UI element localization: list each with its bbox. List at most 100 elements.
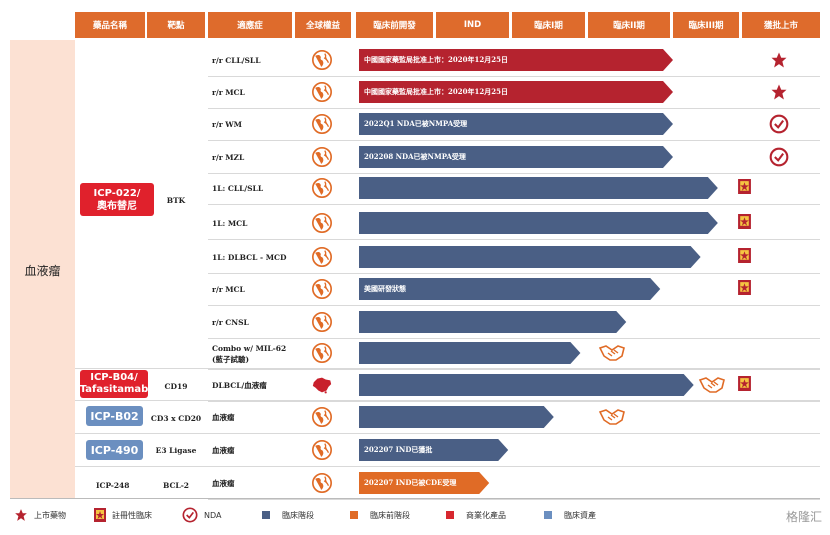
legend-registrational-label: 註冊性臨床 [112, 510, 152, 520]
indication-label: r/r CNSL [212, 318, 249, 327]
indication-label: 1L: DLBCL - MCD [212, 253, 287, 262]
row-divider [208, 369, 820, 370]
header-ind: IND [436, 12, 509, 38]
row-divider [208, 466, 820, 467]
row-divider [208, 499, 820, 500]
globe-icon [312, 50, 332, 70]
check-circle-icon [769, 147, 789, 167]
globe-icon [312, 213, 332, 233]
row-divider [208, 305, 820, 306]
legend-clinical-label: 臨床階段 [282, 510, 314, 520]
legend-commercial-label: 商業化產品 [466, 510, 506, 520]
pipeline-bar [359, 439, 509, 461]
flag-icon [738, 376, 751, 391]
legend-preclinical: 臨床前階段 [350, 504, 410, 526]
flag-icon [738, 214, 751, 229]
pipeline-bar [359, 472, 490, 494]
category-label: 血液瘤 [24, 264, 61, 278]
row-divider [208, 173, 820, 174]
row-divider [208, 401, 820, 402]
indication-label: r/r CLL/SLL [212, 56, 261, 65]
row-divider [208, 239, 820, 240]
indication-label: DLBCL/血液瘤 [212, 381, 267, 390]
clinical-swatch [262, 511, 270, 519]
globe-icon [312, 473, 332, 493]
indication-label: 血液瘤 [212, 479, 235, 488]
header-preclinical: 臨床前開發 [356, 12, 433, 38]
bar-label: 中國國家藥監局批准上市：2020年12月25日 [364, 87, 508, 96]
header-phase1: 臨床I期 [512, 12, 585, 38]
globe-icon [312, 343, 332, 363]
pipeline-bar [359, 278, 661, 300]
bar-label: 202207 IND已獲批 [364, 445, 433, 454]
globe-icon [312, 82, 332, 102]
globe-icon [312, 312, 332, 332]
globe-icon [312, 247, 332, 267]
header-phase2: 臨床II期 [588, 12, 670, 38]
legend-asset: 臨床資產 [544, 504, 596, 526]
indication-label: r/r WM [212, 120, 242, 129]
row-divider [208, 140, 820, 141]
indication-label: 1L: CLL/SLL [212, 184, 264, 193]
globe-icon [312, 147, 332, 167]
category-band [10, 40, 75, 498]
bar-label: 2022Q1 NDA已被NMPA受理 [364, 119, 468, 128]
row-divider [208, 273, 820, 274]
row-divider [208, 433, 820, 434]
target-btk: BTK [166, 196, 186, 205]
watermark: 格隆汇 [785, 510, 822, 524]
legend-nda: NDA [182, 504, 221, 526]
header-rights: 全球權益 [295, 12, 351, 38]
pipeline-bar [359, 146, 673, 168]
legend-clinical: 臨床階段 [262, 504, 314, 526]
drug-icp490: ICP-490 [86, 440, 143, 460]
pipeline-bar [359, 311, 627, 333]
handshake-icon [598, 409, 625, 425]
asset-swatch [544, 511, 552, 519]
row-divider [208, 108, 820, 109]
globe-icon [312, 114, 332, 134]
indication-label: r/r MCL [212, 285, 245, 294]
indication-label: 血液瘤 [212, 413, 235, 422]
drug-icp248: ICP-248 [96, 481, 130, 490]
legend-listed-label: 上市藥物 [34, 510, 66, 520]
handshake-icon [598, 345, 625, 361]
drug-icpb02: ICP-B02 [86, 406, 143, 426]
legend-registrational: 註冊性臨床 [94, 504, 152, 526]
legend-preclinical-label: 臨床前階段 [370, 510, 410, 520]
globe-icon [312, 178, 332, 198]
pipeline-bar [359, 49, 673, 71]
bar-label: 202207 IND已被CDE受理 [364, 478, 457, 487]
check-circle-icon [769, 114, 789, 134]
flag-icon [738, 248, 751, 263]
preclinical-swatch [350, 511, 358, 519]
legend-asset-label: 臨床資產 [564, 510, 596, 520]
header-indication: 適應症 [208, 12, 292, 38]
globe-icon [312, 407, 332, 427]
globe-icon [312, 279, 332, 299]
pipeline-bar [359, 246, 701, 268]
indication-label: 血液瘤 [212, 446, 235, 455]
indication-label: r/r MZL [212, 153, 245, 162]
handshake-icon [698, 377, 725, 393]
indication-label: r/r MCL [212, 88, 245, 97]
china-map-icon [312, 377, 332, 394]
legend-nda-label: NDA [204, 510, 222, 520]
bar-label: 202208 NDA已被NMPA受理 [364, 152, 466, 161]
drug-icp022: ICP-022/ 奧布替尼 [80, 183, 154, 216]
bar-label: 中國國家藥監局批准上市：2020年12月25日 [364, 55, 508, 64]
star-icon [771, 52, 787, 68]
indication-label: Combo w/ MIL-62 (藍子試驗) [212, 343, 287, 364]
row-divider [208, 338, 820, 339]
header-target: 靶點 [147, 12, 205, 38]
pipeline-bar [359, 113, 673, 135]
pipeline-bar [359, 177, 718, 199]
drug-icpb04: ICP-B04/ Tafasitamab [80, 370, 148, 398]
row-divider [208, 76, 820, 77]
star-icon [15, 509, 27, 521]
flag-icon [738, 179, 751, 194]
check-circle-icon [182, 507, 198, 523]
pipeline-bar [359, 374, 694, 396]
pipeline-bar [359, 406, 554, 428]
legend-commercial: 商業化產品 [446, 504, 506, 526]
